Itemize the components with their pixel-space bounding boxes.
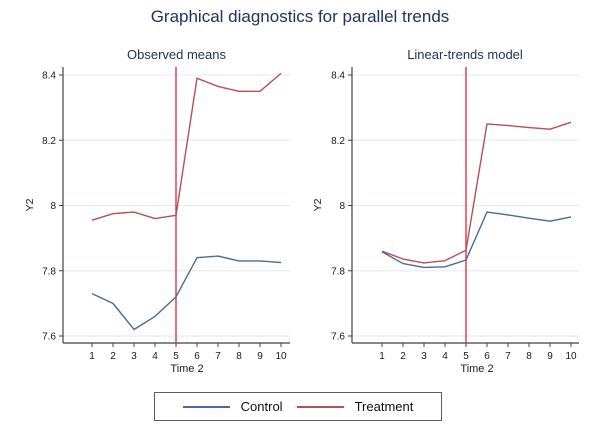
x-tick-label: 3 <box>421 351 427 362</box>
x-tick-label: 3 <box>131 351 137 362</box>
chart-title: Graphical diagnostics for parallel trend… <box>150 7 450 26</box>
panel-observed-means: 7.6 7.8 8 8.2 8.4 1 2 3 4 5 6 7 8 9 10 <box>42 67 290 362</box>
x-axis-label-left: Time 2 <box>170 363 204 375</box>
y-tick-label: 7.6 <box>331 332 345 343</box>
panel-title-observed-means: Observed means <box>127 47 226 62</box>
treatment-line-swatch <box>296 405 344 408</box>
x-tick-label: 4 <box>152 351 158 362</box>
x-tick-label: 6 <box>484 351 490 362</box>
series-line-control <box>91 255 282 331</box>
y-axis-label-left: Y2 <box>24 198 36 212</box>
y-tick-label: 8.2 <box>331 136 345 147</box>
y-tick-label: 8 <box>339 201 345 212</box>
x-axis-label-right: Time 2 <box>460 363 494 375</box>
legend-label-treatment: Treatment <box>354 399 414 414</box>
legend-item-control: Control <box>182 399 283 414</box>
x-tick-label: 2 <box>110 351 116 362</box>
y-tick-label: 8 <box>50 201 56 212</box>
x-tick-label: 6 <box>194 351 200 362</box>
x-tick-label: 1 <box>379 351 385 362</box>
x-tick-label: 9 <box>257 351 263 362</box>
y-tick-label: 8.2 <box>42 136 56 147</box>
panel-title-linear-trends: Linear-trends model <box>407 47 523 62</box>
y-tick-label: 8.4 <box>331 71 345 82</box>
legend: Control Treatment <box>154 392 442 421</box>
x-tick-label: 4 <box>442 351 448 362</box>
x-tick-label: 8 <box>236 351 242 362</box>
x-tick-label: 5 <box>463 351 469 362</box>
series-line-treatment <box>381 121 572 264</box>
y-tick-label: 7.6 <box>42 332 56 343</box>
legend-label-control: Control <box>240 399 283 414</box>
x-tick-label: 9 <box>547 351 553 362</box>
x-tick-label: 10 <box>275 351 287 362</box>
x-tick-label: 7 <box>505 351 511 362</box>
x-tick-label: 10 <box>565 351 577 362</box>
panel-linear-trends: 7.6 7.8 8 8.2 8.4 1 2 3 4 5 6 7 8 9 10 <box>331 67 579 362</box>
y-tick-label: 7.8 <box>42 266 56 277</box>
x-tick-label: 2 <box>400 351 406 362</box>
y-tick-label: 8.4 <box>42 71 56 82</box>
x-tick-label: 5 <box>173 351 179 362</box>
y-tick-label: 7.8 <box>331 266 345 277</box>
x-tick-label: 1 <box>89 351 95 362</box>
x-tick-label: 7 <box>215 351 221 362</box>
x-tick-label: 8 <box>526 351 532 362</box>
y-axis-label-right: Y2 <box>312 198 324 212</box>
legend-item-treatment: Treatment <box>296 399 414 414</box>
control-line-swatch <box>182 405 230 408</box>
series-line-control <box>381 211 572 269</box>
series-line-treatment <box>91 72 282 221</box>
